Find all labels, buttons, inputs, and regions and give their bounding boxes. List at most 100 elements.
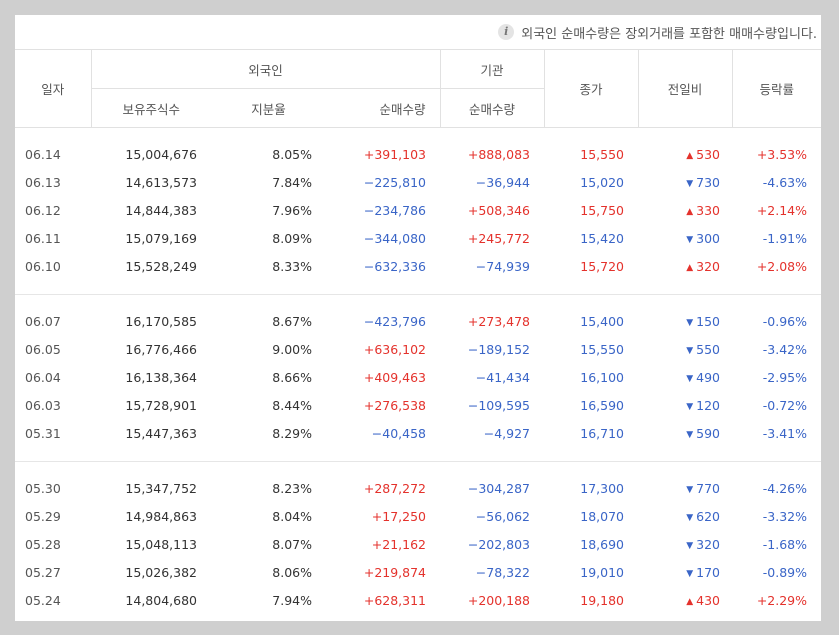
cell-change: ▲ 430 (638, 586, 732, 614)
cell-holdings: 16,138,364 (125, 369, 197, 385)
cell-holdings: 15,447,363 (125, 425, 197, 441)
triangle-up-icon: ▲ (686, 596, 694, 607)
cell-change: ▼ 300 (638, 224, 732, 252)
cell-holdings: 14,984,863 (125, 508, 197, 524)
cell-date: 06.07 (25, 313, 61, 329)
cell-foreign-net: +276,538 (363, 397, 427, 413)
col-header-inst-net: 순매수량 (439, 88, 545, 128)
cell-close: 18,690 (580, 536, 625, 552)
table-row: 05.31 15,447,363 8.29% −40,458 −4,927 16,710 ▼… (15, 419, 821, 447)
table-row: 06.07 16,170,585 8.67% −423,796 +273,478 15,4… (15, 307, 821, 335)
triangle-down-icon: ▼ (686, 317, 694, 328)
cell-holdings: 15,026,382 (125, 564, 197, 580)
cell-holdings: 14,844,383 (125, 202, 197, 218)
cell-holdings: 16,170,585 (125, 313, 197, 329)
cell-date: 06.10 (25, 258, 61, 274)
cell-close: 16,590 (580, 397, 625, 413)
cell-close: 15,720 (580, 258, 625, 274)
cell-inst-net: +508,346 (467, 202, 531, 218)
cell-share: 8.06% (272, 564, 312, 580)
cell-change-value: 430 (696, 592, 721, 608)
cell-change-value: 730 (696, 174, 721, 190)
cell-change: ▼ 320 (638, 530, 732, 558)
cell-share: 8.66% (272, 369, 312, 385)
cell-foreign-net: +21,162 (371, 536, 427, 552)
cell-change-value: 170 (696, 564, 721, 580)
cell-share: 8.07% (272, 536, 312, 552)
cell-change-value: 120 (696, 397, 721, 413)
cell-close: 15,550 (580, 341, 625, 357)
table-row: 05.29 14,984,863 8.04% +17,250 −56,062 18,070… (15, 502, 821, 530)
triangle-down-icon: ▼ (686, 401, 694, 412)
triangle-down-icon: ▼ (686, 178, 694, 189)
cell-change: ▼ 550 (638, 335, 732, 363)
cell-share: 9.00% (272, 341, 312, 357)
col-header-rate: 등락률 (731, 49, 821, 128)
cell-foreign-net: +391,103 (363, 146, 427, 162)
cell-close: 15,400 (580, 313, 625, 329)
cell-close: 15,420 (580, 230, 625, 246)
cell-share: 8.29% (272, 425, 312, 441)
cell-change: ▲ 330 (638, 196, 732, 224)
cell-rate: +2.14% (756, 202, 808, 218)
triangle-down-icon: ▼ (686, 568, 694, 579)
table-row: 05.28 15,048,113 8.07% +21,162 −202,803 18,69… (15, 530, 821, 558)
group-separator (15, 294, 821, 295)
cell-change: ▼ 150 (638, 307, 732, 335)
cell-foreign-net: +636,102 (363, 341, 427, 357)
cell-close: 16,710 (580, 425, 625, 441)
trading-panel: i 외국인 순매수량은 장외거래를 포함한 매매수량입니다. 일자 외국인 기관… (15, 15, 821, 621)
cell-holdings: 14,804,680 (125, 592, 197, 608)
triangle-up-icon: ▲ (686, 262, 694, 273)
cell-share: 7.96% (272, 202, 312, 218)
col-header-institution: 기관 (439, 49, 545, 89)
cell-holdings: 15,528,249 (125, 258, 197, 274)
cell-holdings: 15,728,901 (125, 397, 197, 413)
col-header-share: 지분율 (211, 88, 326, 128)
col-header-foreign-net: 순매수량 (326, 88, 441, 128)
cell-rate: -3.32% (762, 508, 808, 524)
cell-close: 16,100 (580, 369, 625, 385)
cell-inst-net: −202,803 (467, 536, 531, 552)
cell-share: 8.09% (272, 230, 312, 246)
cell-holdings: 15,079,169 (125, 230, 197, 246)
notice-bar: i 외국인 순매수량은 장외거래를 포함한 매매수량입니다. (15, 15, 821, 49)
cell-share: 7.84% (272, 174, 312, 190)
col-header-holdings: 보유주식수 (90, 88, 211, 128)
cell-change: ▼ 590 (638, 419, 732, 447)
col-header-close: 종가 (543, 49, 639, 128)
cell-date: 06.11 (25, 230, 61, 246)
triangle-down-icon: ▼ (686, 484, 694, 495)
cell-change-value: 330 (696, 202, 721, 218)
cell-date: 06.12 (25, 202, 61, 218)
cell-change-value: 530 (696, 146, 721, 162)
cell-change-value: 770 (696, 480, 721, 496)
cell-foreign-net: −423,796 (363, 313, 427, 329)
cell-change-value: 550 (696, 341, 721, 357)
cell-foreign-net: +409,463 (363, 369, 427, 385)
table-body: 06.14 15,004,676 8.05% +391,103 +888,083 15,5… (15, 128, 821, 615)
notice-text: 외국인 순매수량은 장외거래를 포함한 매매수량입니다. (521, 26, 817, 42)
cell-inst-net: −36,944 (475, 174, 531, 190)
table-row: 05.27 15,026,382 8.06% +219,874 −78,322 19,01… (15, 558, 821, 586)
cell-inst-net: −78,322 (475, 564, 531, 580)
cell-change-value: 490 (696, 369, 721, 385)
info-icon[interactable]: i (498, 24, 515, 40)
cell-share: 7.94% (272, 592, 312, 608)
table-row: 06.13 14,613,573 7.84% −225,810 −36,944 15,02… (15, 168, 821, 196)
col-header-foreign: 외국인 (90, 49, 441, 89)
cell-share: 8.33% (272, 258, 312, 274)
cell-rate: -3.41% (762, 425, 808, 441)
cell-close: 15,750 (580, 202, 625, 218)
table-row: 06.12 14,844,383 7.96% −234,786 +508,346 15,7… (15, 196, 821, 224)
table-header: 일자 외국인 기관 종가 전일비 등락률 보유주식수 지분율 순매수량 순매수량 (15, 49, 821, 128)
cell-inst-net: −56,062 (475, 508, 531, 524)
cell-change: ▲ 320 (638, 252, 732, 280)
cell-share: 8.23% (272, 480, 312, 496)
cell-rate: -3.42% (762, 341, 808, 357)
table-row: 06.11 15,079,169 8.09% −344,080 +245,772 15,4… (15, 224, 821, 252)
triangle-up-icon: ▲ (686, 150, 694, 161)
cell-share: 8.67% (272, 313, 312, 329)
col-header-date: 일자 (15, 49, 91, 128)
col-header-change: 전일비 (637, 49, 733, 128)
